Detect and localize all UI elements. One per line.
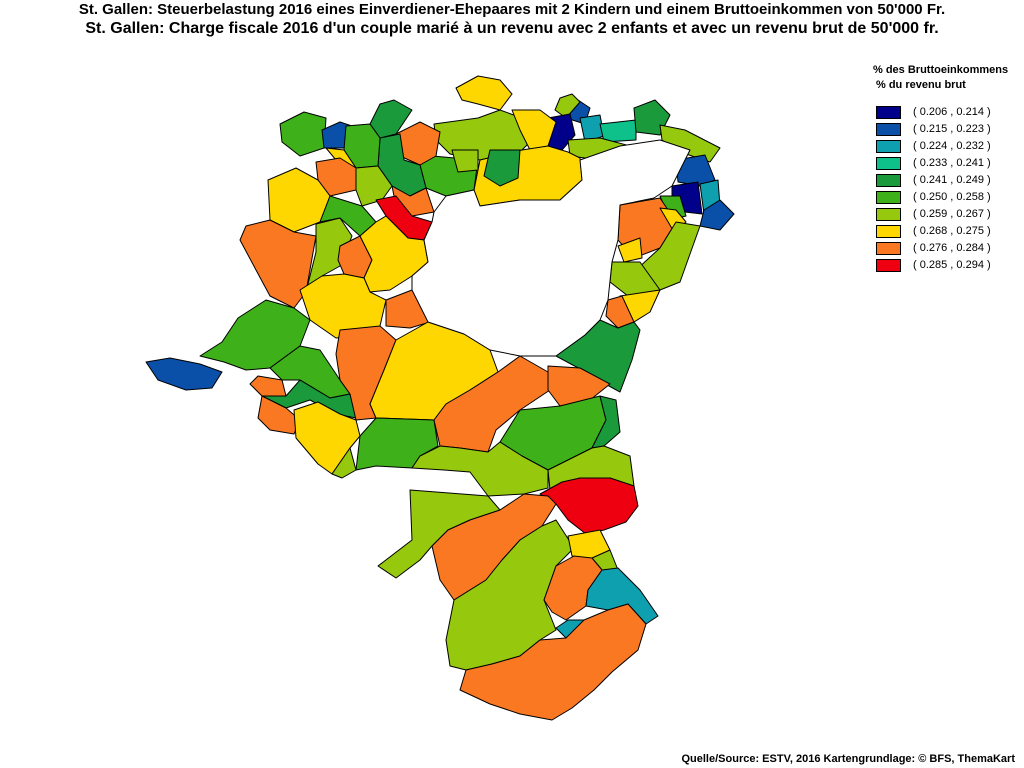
legend-swatch	[876, 208, 901, 221]
legend-label: ( 0.206 , 0.214 )	[913, 106, 991, 118]
municipality[interactable]	[293, 401, 361, 475]
municipality[interactable]	[239, 219, 317, 309]
legend-swatch	[876, 191, 901, 204]
legend-label: ( 0.224 , 0.232 )	[913, 140, 991, 152]
municipality[interactable]	[539, 477, 639, 535]
municipality[interactable]	[459, 603, 647, 721]
municipality[interactable]	[659, 124, 721, 163]
legend-label: ( 0.285 , 0.294 )	[913, 259, 991, 271]
legend-swatch	[876, 259, 901, 272]
municipality[interactable]	[455, 75, 513, 111]
legend-swatch	[876, 242, 901, 255]
municipality[interactable]	[411, 441, 549, 497]
legend-swatch	[876, 157, 901, 170]
municipality[interactable]	[483, 149, 521, 187]
legend-swatch	[876, 106, 901, 119]
municipality[interactable]	[305, 217, 353, 293]
municipality[interactable]	[279, 111, 327, 157]
legend-swatch	[876, 225, 901, 238]
municipality[interactable]	[145, 357, 223, 391]
legend-swatch	[876, 140, 901, 153]
legend-swatch	[876, 174, 901, 187]
municipality[interactable]	[617, 237, 643, 263]
source-credit: Quelle/Source: ESTV, 2016 Kartengrundlag…	[681, 753, 1015, 765]
legend-label: ( 0.241 , 0.249 )	[913, 174, 991, 186]
legend-label: ( 0.268 , 0.275 )	[913, 225, 991, 237]
legend-label: ( 0.215 , 0.223 )	[913, 123, 991, 135]
legend-label: ( 0.259 , 0.267 )	[913, 208, 991, 220]
municipality[interactable]	[699, 199, 735, 231]
legend-label: ( 0.276 , 0.284 )	[913, 242, 991, 254]
municipality[interactable]	[599, 119, 637, 143]
legend-label: ( 0.250 , 0.258 )	[913, 191, 991, 203]
lake-constance	[411, 139, 691, 357]
map-title-french: St. Gallen: Charge fiscale 2016 d'un cou…	[85, 20, 939, 37]
municipality[interactable]	[554, 93, 581, 119]
legend-label: ( 0.233 , 0.241 )	[913, 157, 991, 169]
municipality[interactable]	[451, 149, 479, 173]
legend-title-french: % du revenu brut	[876, 79, 966, 91]
legend-title-german: % des Bruttoeinkommens	[873, 64, 1009, 76]
legend-swatch	[876, 123, 901, 136]
map-title-german: St. Gallen: Steuerbelastung 2016 eines E…	[78, 1, 946, 18]
municipality[interactable]	[257, 395, 301, 435]
municipality[interactable]	[635, 221, 701, 291]
